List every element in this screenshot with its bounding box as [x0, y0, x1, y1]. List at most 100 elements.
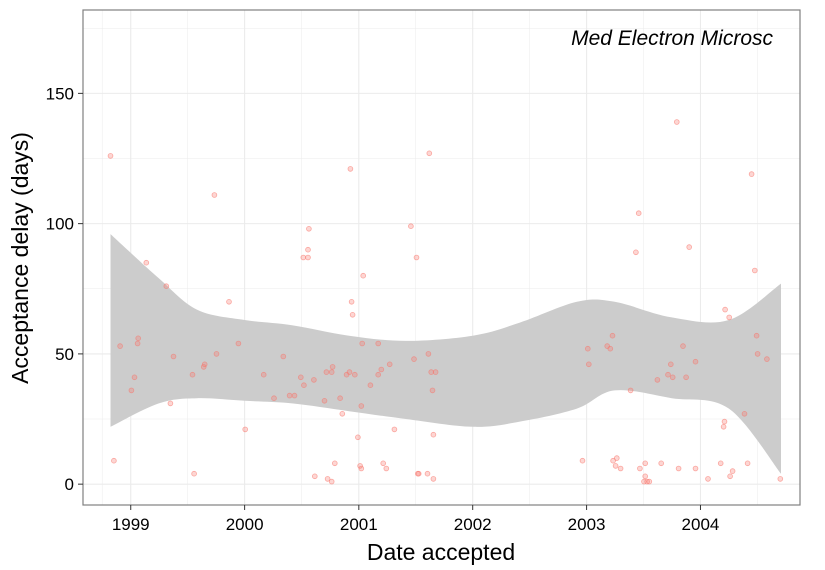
data-point [722, 306, 728, 313]
data-point [680, 343, 686, 349]
data-point [744, 460, 751, 467]
data-point [415, 470, 422, 477]
data-point [235, 340, 242, 347]
data-point [297, 374, 304, 381]
data-point [301, 382, 307, 389]
data-point [321, 397, 328, 404]
data-point [717, 460, 724, 467]
data-point [375, 340, 382, 347]
data-point [260, 371, 267, 378]
data-point [612, 463, 619, 469]
data-point [726, 314, 732, 321]
data-point [721, 418, 728, 425]
data-point [777, 476, 784, 482]
data-point [658, 460, 664, 467]
y-tick-label: 50 [55, 345, 74, 364]
data-point [705, 476, 711, 482]
data-point [367, 382, 374, 389]
data-point [134, 340, 141, 347]
data-point [351, 371, 358, 378]
data-point [675, 465, 682, 472]
data-point [642, 460, 648, 467]
data-point [424, 470, 431, 477]
data-point [242, 426, 249, 433]
data-point [720, 423, 727, 430]
data-point [359, 340, 366, 347]
data-point [347, 166, 354, 172]
data-point [291, 392, 298, 399]
x-tick-label: 2001 [340, 515, 378, 534]
data-point [358, 403, 365, 409]
data-point [754, 351, 761, 357]
data-point [408, 223, 414, 230]
data-point [375, 371, 382, 378]
data-point [391, 426, 398, 433]
data-point [311, 377, 317, 383]
data-point [305, 246, 311, 253]
data-point [348, 298, 355, 305]
data-point [349, 311, 356, 318]
data-point [111, 457, 117, 464]
data-point [346, 369, 353, 375]
data-point [667, 361, 674, 368]
data-point [683, 374, 689, 381]
data-point [337, 395, 343, 402]
data-point [386, 361, 393, 368]
y-tick-label: 150 [46, 84, 74, 103]
data-point [339, 410, 346, 417]
grid-minor [83, 10, 800, 505]
x-tick-label: 2000 [226, 515, 264, 534]
data-point [617, 465, 624, 472]
y-tick-label: 0 [65, 475, 74, 494]
data-point [323, 369, 330, 375]
data-point [355, 434, 361, 441]
data-point [280, 353, 287, 360]
data-point [748, 171, 755, 177]
data-point [189, 371, 196, 378]
data-point [226, 298, 232, 305]
data-point [143, 259, 150, 266]
data-point [201, 361, 208, 368]
x-tick-label: 1999 [112, 515, 150, 534]
data-point [430, 476, 437, 482]
data-point [286, 392, 293, 399]
x-tick-label: 2003 [568, 515, 606, 534]
data-point [360, 272, 367, 279]
data-point [311, 473, 318, 480]
data-point [669, 374, 676, 381]
data-point [729, 468, 736, 474]
x-tick-label: 2004 [682, 515, 720, 534]
data-point [131, 374, 138, 381]
data-point [324, 476, 331, 482]
data-point [753, 332, 760, 339]
data-point [411, 356, 417, 362]
data-point [610, 457, 616, 464]
data-point [413, 254, 420, 261]
data-point [692, 465, 699, 472]
data-point [654, 377, 661, 383]
data-point [613, 455, 620, 461]
data-point [430, 431, 437, 438]
plot-annotation: Med Electron Microsc [571, 27, 773, 50]
data-point [686, 244, 692, 250]
data-point [426, 150, 433, 157]
data-point [764, 356, 770, 362]
data-point [665, 371, 671, 378]
data-point [609, 332, 616, 339]
data-point [585, 361, 592, 368]
y-axis-title: Acceptance delay (days) [7, 132, 33, 384]
data-point [305, 254, 311, 261]
data-point [584, 345, 591, 352]
data-point [380, 460, 387, 467]
data-point [135, 335, 142, 342]
x-axis-title: Date accepted [367, 539, 515, 565]
data-point [170, 353, 177, 360]
data-point [167, 400, 174, 407]
data-point [633, 249, 639, 256]
data-point [637, 465, 643, 472]
data-point [642, 473, 648, 480]
data-point [328, 369, 335, 375]
data-point [163, 283, 170, 290]
data-point [128, 387, 135, 394]
data-point [727, 473, 733, 480]
